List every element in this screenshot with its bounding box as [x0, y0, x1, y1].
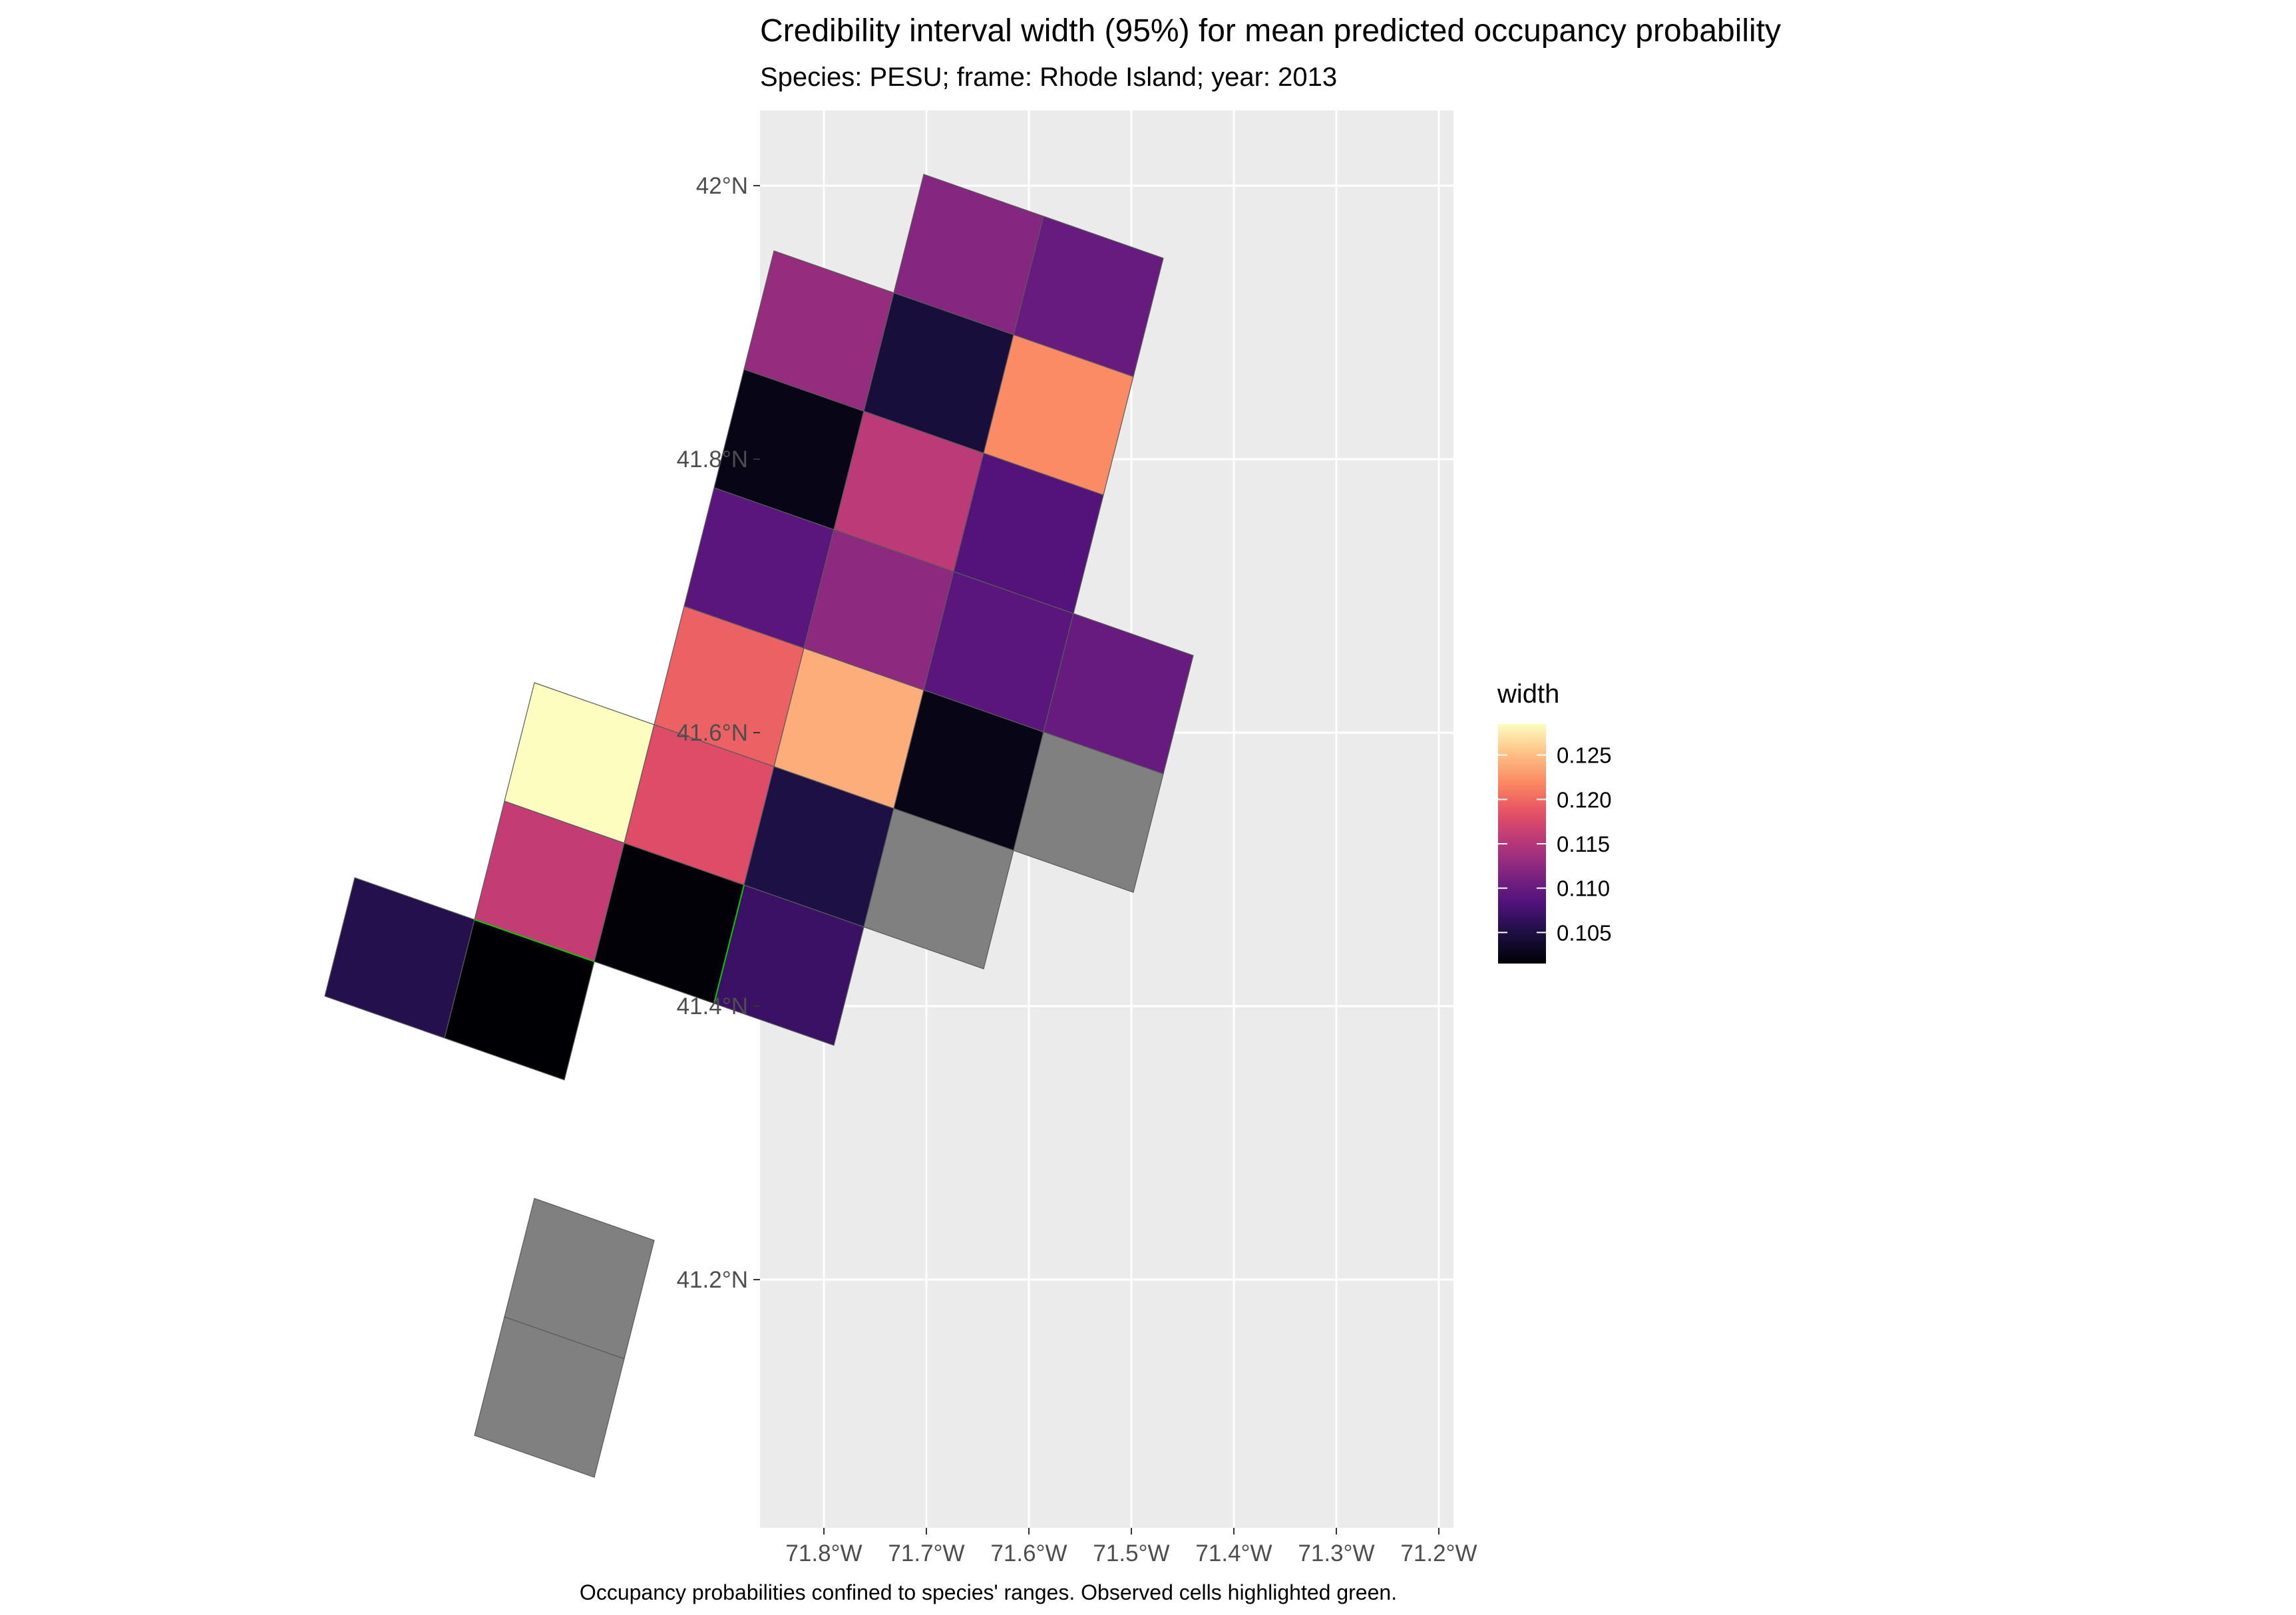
y-tick-label: 41.2°N	[677, 1267, 748, 1293]
map-cell-no-data	[863, 808, 1014, 970]
x-tick-label: 71.2°W	[1400, 1540, 1477, 1566]
y-tick-label: 41.4°N	[677, 993, 748, 1019]
x-tick-label: 71.4°W	[1195, 1540, 1272, 1566]
legend-tick-label: 0.110	[1557, 876, 1610, 901]
y-tick-label: 42°N	[696, 173, 748, 199]
x-tick-label: 71.6°W	[990, 1540, 1067, 1566]
x-tick-label: 71.5°W	[1093, 1540, 1169, 1566]
map-subtitle: Species: PESU; frame: Rhode Island; year…	[760, 63, 1337, 92]
x-tick-label: 71.8°W	[785, 1540, 862, 1566]
legend-ticks: 0.125 0.120 0.115 0.110 0.105	[1498, 743, 1612, 945]
gridlines	[760, 110, 1453, 1528]
legend-title: width	[1497, 679, 1559, 709]
x-tick-label: 71.7°W	[888, 1540, 964, 1566]
observed-cell-borders	[474, 884, 745, 1004]
observed-cell-border	[474, 919, 595, 962]
x-tick-label: 71.3°W	[1298, 1540, 1374, 1566]
map-title: Credibility interval width (95%) for mea…	[760, 13, 1781, 49]
y-axis: 42°N 41.8°N 41.6°N 41.4°N 41.2°N	[677, 173, 760, 1293]
legend-tick-label: 0.120	[1557, 787, 1612, 812]
legend-tick-label: 0.115	[1557, 832, 1610, 856]
map-cell-no-data	[474, 1316, 625, 1478]
map-cell-no-data	[1013, 731, 1164, 893]
map-cells	[324, 174, 1194, 1478]
y-tick-label: 41.8°N	[677, 447, 748, 472]
x-axis: 71.8°W 71.7°W 71.6°W 71.5°W 71.4°W 71.3°W 71.2…	[785, 1528, 1477, 1566]
observed-cell-border	[713, 884, 745, 1004]
y-tick-label: 41.6°N	[677, 720, 748, 746]
map-caption: Occupancy probabilities confined to spec…	[580, 1580, 1397, 1604]
legend-tick-label: 0.105	[1557, 920, 1612, 945]
legend-tick-label: 0.125	[1557, 743, 1612, 768]
